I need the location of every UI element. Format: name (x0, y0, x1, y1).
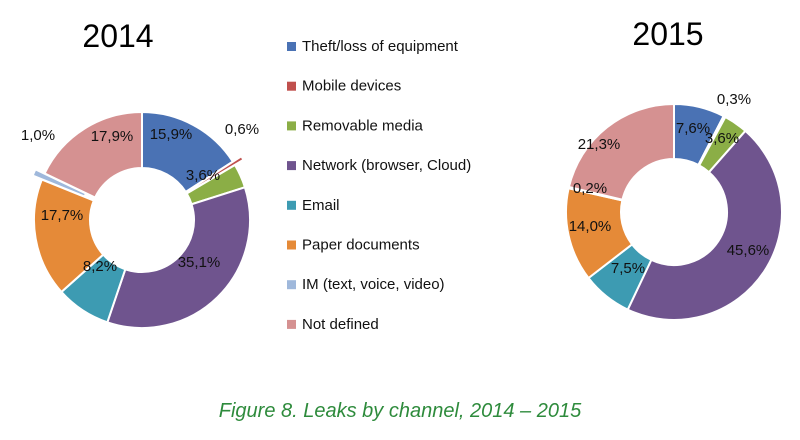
data-label-network-browser-cloud: 35,1% (178, 254, 221, 271)
data-label-mobile-devices: 0,3% (717, 91, 751, 108)
data-label-email: 8,2% (83, 258, 117, 275)
data-label-im-text-voice-video: 0,2% (573, 180, 607, 197)
donut-chart-2015: 2015 7,6% 0,3% 3,6% 45,6% 7,5% 14,0% 0,2% 21,3% (565, 16, 783, 321)
legend-label-mobile-devices: Mobile devices (302, 78, 401, 95)
data-label-theft-loss-of-equipment: 15,9% (150, 126, 193, 143)
legend-swatch-network-browser-cloud (287, 161, 296, 171)
data-label-mobile-devices: 0,6% (225, 121, 259, 138)
legend: Theft/loss of equipment Mobile devices Rem… (287, 38, 471, 333)
legend-swatch-paper-documents (287, 240, 296, 250)
data-label-removable-media: 3,6% (705, 130, 739, 147)
legend-swatch-im-text-voice-video (287, 280, 296, 290)
legend-label-paper-documents: Paper documents (302, 237, 420, 254)
legend-swatch-email (287, 200, 296, 210)
data-label-paper-documents: 14,0% (569, 218, 612, 235)
legend-swatch-mobile-devices (287, 81, 296, 91)
slice-not-defined (43, 110, 143, 199)
slice-network-browser-cloud (106, 186, 251, 329)
legend-label-theft-loss-of-equipment: Theft/loss of equipment (302, 38, 459, 55)
legend-swatch-theft-loss-of-equipment (287, 42, 296, 51)
data-label-removable-media: 3,6% (186, 167, 220, 184)
legend-label-network-browser-cloud: Network (browser, Cloud) (302, 157, 471, 174)
chart-title: 2014 (82, 18, 153, 54)
donut-chart-2014: 2014 15,9% 0,6% 3,6% 35,1% 8,2% 17,7% 1,0% 17,9% (21, 18, 259, 329)
legend-label-not-defined: Not defined (302, 316, 379, 333)
slice-network-browser-cloud (626, 129, 783, 321)
legend-label-email: Email (302, 197, 340, 214)
figure-caption: Figure 8. Leaks by channel, 2014 – 2015 (218, 400, 582, 422)
data-label-email: 7,5% (611, 260, 645, 277)
data-label-paper-documents: 17,7% (41, 207, 84, 224)
legend-swatch-not-defined (287, 319, 296, 329)
data-label-not-defined: 17,9% (91, 128, 134, 145)
legend-swatch-removable-media (287, 121, 296, 131)
data-label-not-defined: 21,3% (578, 136, 621, 153)
data-label-theft-loss-of-equipment: 7,6% (676, 120, 710, 137)
data-label-im-text-voice-video: 1,0% (21, 127, 55, 144)
data-label-network-browser-cloud: 45,6% (727, 242, 770, 259)
chart-title: 2015 (632, 16, 703, 52)
legend-label-removable-media: Removable media (302, 117, 424, 134)
legend-label-im-text-voice-video: IM (text, voice, video) (302, 276, 445, 293)
chart-area: 2014 15,9% 0,6% 3,6% 35,1% 8,2% 17,7% 1,0% 17,9%… (21, 16, 783, 333)
slice-not-defined (567, 102, 675, 201)
